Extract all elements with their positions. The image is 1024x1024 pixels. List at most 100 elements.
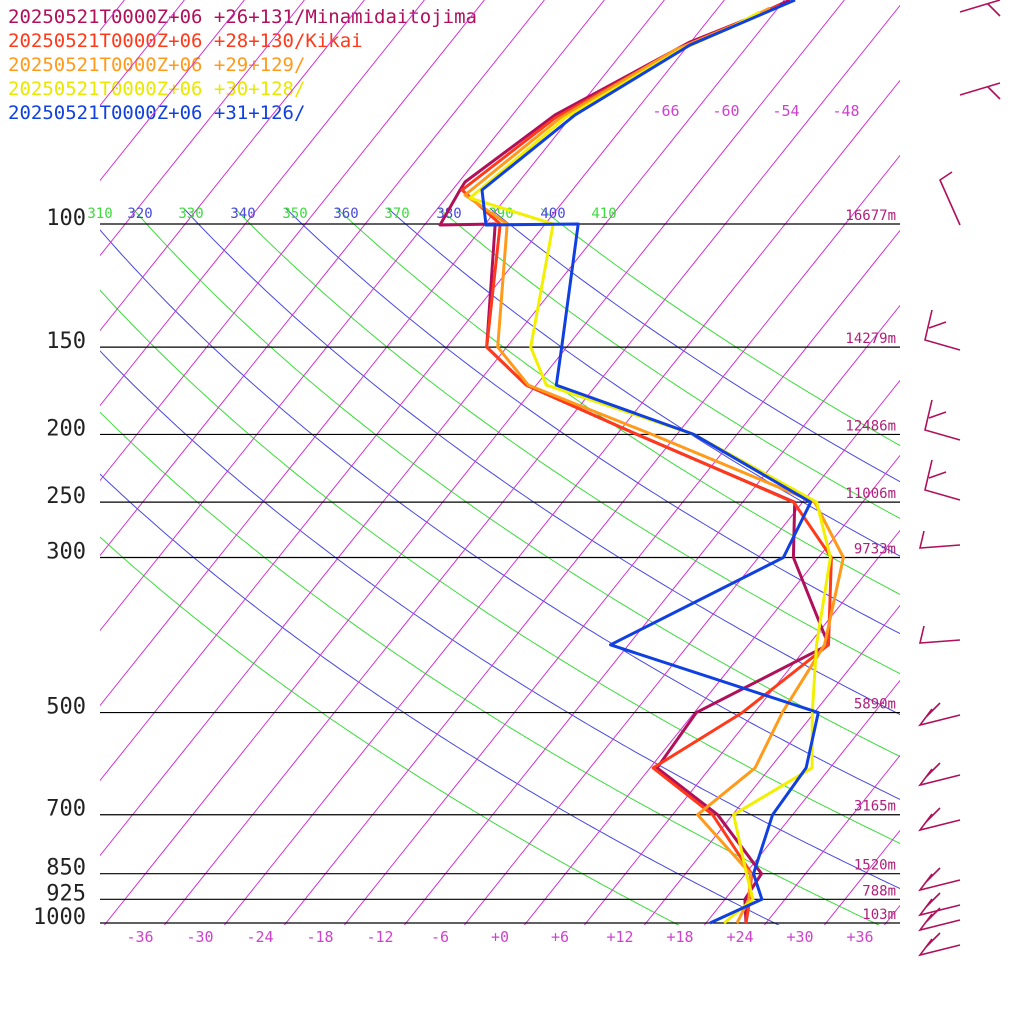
- wind-barb-shaft: [924, 399, 961, 441]
- wind-barb: [918, 932, 961, 957]
- height-label-200: 12486m: [845, 418, 896, 434]
- isotherm--94: [100, 0, 305, 257]
- isotherm-20: [704, 679, 900, 925]
- isotherm-top-label-m60: -60: [712, 102, 739, 120]
- isotherm-44: [944, 0, 1024, 925]
- isotherm--64: [100, 0, 605, 632]
- wind-barb-shaft: [918, 625, 961, 644]
- wind-barb-shaft: [959, 0, 1001, 17]
- pressure-label-925: 925: [46, 881, 86, 906]
- legend-entry-minamidaitojima: 20250521T0000Z+06 +26+131/Minamidaitojim…: [8, 6, 477, 28]
- isotherm-8: [584, 529, 900, 925]
- wind-barb-shaft: [924, 309, 961, 351]
- dry-adiabat-430: [540, 208, 900, 447]
- dry-adiabat-420: [489, 208, 900, 483]
- legend-entry-30-128: 20250521T0000Z+06 +30+128/: [8, 78, 306, 100]
- wind-barb-shaft: [918, 892, 961, 917]
- isotherm--34: [164, 4, 900, 925]
- isotherm-top-label-m54: -54: [772, 102, 799, 120]
- wind-barb-shaft: [938, 171, 961, 226]
- legend-entry-29-129: 20250521T0000Z+06 +29+129/: [8, 54, 306, 76]
- wind-barb: [924, 459, 961, 501]
- height-label-100: 16677m: [845, 208, 896, 224]
- x-tick-label-9: +18: [666, 928, 693, 946]
- dry-adiabat-380: [285, 208, 900, 635]
- height-label-925: 788m: [862, 883, 896, 899]
- theta-label-340: 340: [230, 206, 255, 222]
- wind-barb-shaft: [918, 762, 961, 787]
- isotherm-top-label-m66: -66: [652, 102, 679, 120]
- isotherm--10: [404, 304, 900, 925]
- isotherm-38: [884, 904, 900, 925]
- isotherm--46: [100, 0, 785, 857]
- pressure-label-150: 150: [46, 329, 86, 354]
- wind-barb: [918, 907, 961, 932]
- height-label-250: 11006m: [845, 486, 896, 502]
- dry-adiabat-340: [100, 229, 900, 800]
- isotherm--22: [284, 154, 900, 925]
- theta-label-360: 360: [333, 206, 358, 222]
- x-tick-label-2: -24: [246, 928, 273, 946]
- isotherm--52: [100, 0, 725, 782]
- isotherm--88: [100, 0, 365, 332]
- wind-barb: [959, 0, 1001, 17]
- isotherm--118: [0, 0, 64, 925]
- wind-barb: [918, 867, 961, 892]
- isotherm--82: [100, 0, 425, 407]
- theta-label-370: 370: [384, 206, 409, 222]
- wind-barb-shaft: [918, 702, 961, 727]
- isotherm--16: [344, 229, 900, 925]
- wind-barb-shaft: [918, 867, 961, 892]
- wind-barb: [959, 82, 1001, 100]
- theta-label-320: 320: [127, 206, 152, 222]
- dry-adiabat-330: [100, 289, 900, 845]
- isotherm-50: [1004, 0, 1024, 925]
- x-tick-label-6: +0: [491, 928, 509, 946]
- pressure-label-500: 500: [46, 695, 86, 720]
- wind-barb-shaft: [918, 932, 961, 957]
- wind-barb-shaft: [918, 907, 961, 932]
- wind-barb: [918, 762, 961, 787]
- x-tick-label-7: +6: [551, 928, 569, 946]
- sounding-line-2: [463, 6, 845, 924]
- wind-barb: [924, 309, 961, 351]
- theta-label-400: 400: [540, 206, 565, 222]
- isotherm--106: [100, 0, 185, 107]
- wind-barb: [918, 702, 961, 727]
- theta-label-330: 330: [178, 206, 203, 222]
- wind-barb: [924, 399, 961, 441]
- wind-barb: [918, 530, 961, 549]
- isotherm--112: [100, 0, 125, 32]
- dry-adiabat-290: [100, 536, 680, 925]
- pressure-label-850: 850: [46, 856, 86, 881]
- wind-barb: [938, 171, 961, 226]
- isotherm--58: [100, 0, 665, 707]
- isotherm--40: [104, 0, 845, 925]
- isotherm-top-label-m48: -48: [832, 102, 859, 120]
- sounding-line-3: [468, 10, 832, 925]
- sounding-line-1: [460, 3, 833, 924]
- dry-adiabat-300: [100, 473, 780, 925]
- isotherm--70: [100, 0, 545, 557]
- pressure-label-200: 200: [46, 416, 86, 441]
- wind-barb: [918, 625, 961, 644]
- x-tick-label-10: +24: [726, 928, 753, 946]
- height-label-300: 9733m: [854, 542, 896, 558]
- x-tick-label-12: +36: [846, 928, 873, 946]
- dry-adiabat-370: [234, 208, 900, 675]
- x-tick-label-11: +30: [786, 928, 813, 946]
- isotherm-32: [824, 829, 900, 925]
- wind-barb-shaft: [918, 807, 961, 832]
- x-tick-label-8: +12: [606, 928, 633, 946]
- height-label-500: 5890m: [854, 697, 896, 713]
- pressure-label-700: 700: [46, 797, 86, 822]
- isotherm-14: [644, 604, 900, 925]
- dry-adiabat-320: [100, 350, 900, 890]
- plot-grid: [0, 0, 1024, 925]
- legend-entry-31-126: 20250521T0000Z+06 +31+126/: [8, 102, 306, 124]
- isotherm--124: [0, 0, 4, 925]
- height-label-700: 3165m: [854, 799, 896, 815]
- dry-adiabat-410: [438, 208, 900, 520]
- x-tick-label-1: -30: [186, 928, 213, 946]
